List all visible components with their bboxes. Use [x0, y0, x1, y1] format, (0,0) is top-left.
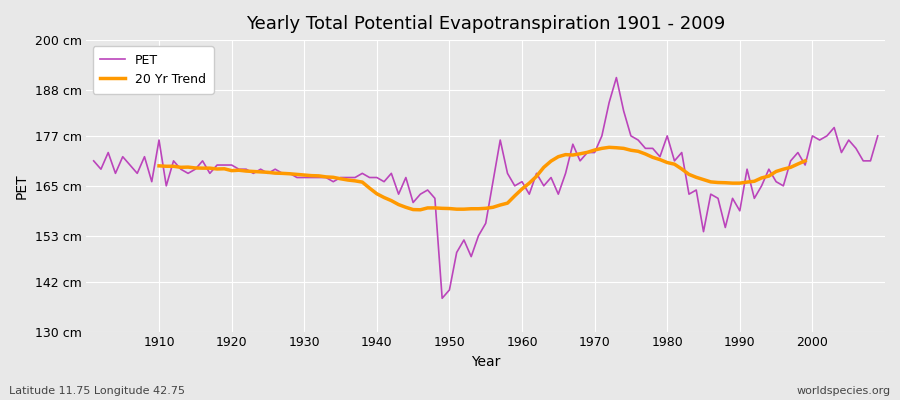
20 Yr Trend — [720, 180, 731, 185]
PET — [517, 179, 527, 184]
PET — [88, 158, 99, 163]
Y-axis label: PET: PET — [15, 173, 29, 199]
PET — [349, 175, 360, 180]
Text: worldspecies.org: worldspecies.org — [796, 386, 891, 396]
20 Yr Trend — [800, 158, 811, 163]
PET — [618, 108, 629, 113]
20 Yr Trend — [604, 145, 615, 150]
Legend: PET, 20 Yr Trend: PET, 20 Yr Trend — [93, 46, 213, 94]
20 Yr Trend — [618, 146, 629, 151]
Line: 20 Yr Trend: 20 Yr Trend — [159, 147, 805, 210]
20 Yr Trend — [154, 164, 165, 168]
Text: Latitude 11.75 Longitude 42.75: Latitude 11.75 Longitude 42.75 — [9, 386, 185, 396]
20 Yr Trend — [415, 207, 426, 212]
PET — [872, 134, 883, 138]
20 Yr Trend — [706, 180, 716, 184]
20 Yr Trend — [240, 169, 251, 174]
Title: Yearly Total Potential Evapotranspiration 1901 - 2009: Yearly Total Potential Evapotranspiratio… — [246, 15, 725, 33]
20 Yr Trend — [349, 178, 360, 183]
PET — [306, 175, 317, 180]
X-axis label: Year: Year — [471, 355, 500, 369]
Line: PET: PET — [94, 78, 878, 298]
PET — [611, 75, 622, 80]
PET — [436, 296, 447, 301]
PET — [147, 179, 158, 184]
PET — [524, 192, 535, 196]
20 Yr Trend — [785, 165, 796, 170]
